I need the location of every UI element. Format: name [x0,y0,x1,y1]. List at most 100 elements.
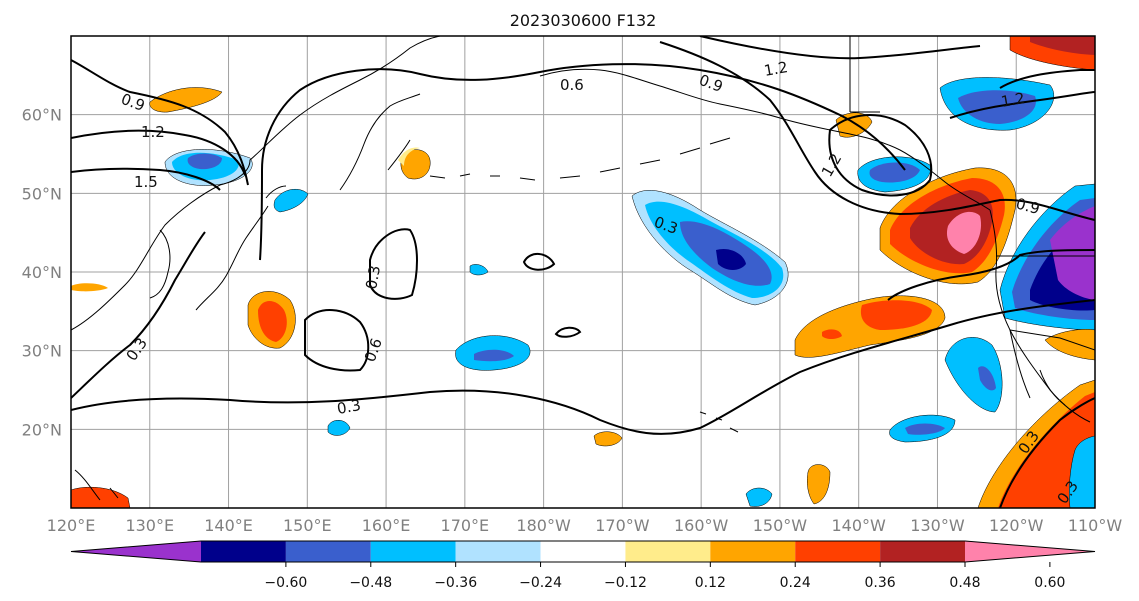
colorbar-tick-label: −0.12 [604,575,647,591]
contour-0.9-alaska [659,41,1095,221]
map-title: 2023030600 F132 [510,11,657,30]
colorbar-bin [880,541,965,562]
contour-label: 1.2 [141,123,165,141]
longitude-label: 140°E [204,516,253,535]
latitude-labels: 60°N 50°N 40°N 30°N 20°N [22,106,62,440]
contour-label: 1.2 [763,58,790,80]
shade-positive-okhotsk-edge [398,147,420,166]
colorbar-tick-label: 0.12 [695,575,726,591]
colorbar-bin [795,541,881,562]
colorbar-tick-label: 0.36 [865,575,896,591]
shade-positive-okhotsk [400,149,431,180]
longitude-label: 170°W [595,516,650,535]
colorbar-bin [285,541,371,562]
shade-positive-southwest [71,486,131,508]
coast-baja [1009,329,1066,406]
longitude-label: 130°E [125,516,174,535]
contour-0.3-small-2 [554,326,582,338]
colorbar-tick-label: 0.48 [949,575,980,591]
contour-1.2-northwest [71,129,246,176]
shade-positive-kuril [149,87,223,113]
contour-0.3-closed [369,228,418,300]
longitude-label: 180°W [516,516,571,535]
shade-positive-south-small [807,464,831,505]
contour-lines [71,36,1095,508]
colorbar-tick-label: −0.36 [434,575,477,591]
contour-0.6-closed [304,309,370,372]
shade-positive-southwest-edge [71,283,108,292]
longitude-label: 110°W [1068,516,1123,535]
longitude-labels: 120°E 130°E 140°E 150°E 160°E 170°E 180°W 170°W… [47,516,1123,535]
colorbar-bin [540,541,626,562]
shade-positive-japan-south-core [258,301,287,342]
contour-1.5 [71,167,221,191]
longitude-label: 150°E [283,516,332,535]
contour-0.9-northeast [949,91,1095,119]
colorbar-ticks: −0.60 −0.48 −0.36 −0.24 −0.12 0.12 0.24 0.36 0.4… [264,562,1065,591]
shade-negative-central-peak [716,248,746,270]
contour-0.9-north [71,59,249,186]
map-frame [70,35,1096,509]
contour-label: 1.5 [134,173,158,191]
colorbar-tick-label: −0.48 [349,575,392,591]
contour-label: 0.6 [560,76,584,94]
coast-kamchatka [339,93,421,191]
latitude-label: 50°N [22,184,62,203]
colorbar-bin [710,541,796,562]
shade-negative-gulf-core [869,162,920,183]
coast-aleutians [429,137,731,181]
shade-negative-hokkaido [273,188,309,213]
longitude-label: 160°E [362,516,411,535]
colorbar [70,540,1096,563]
colorbar-tick-label: 0.60 [1034,575,1065,591]
coast-japan [195,185,287,311]
contour-0.3-small [522,253,556,271]
contour-label: 0.3 [336,396,363,418]
colorbar-tick-label: −0.24 [519,575,562,591]
shade-positive-subtropical-core [860,300,932,330]
longitude-label: 140°W [832,516,887,535]
latitude-label: 40°N [22,263,62,282]
shade-positive-westcoast-peak [946,211,982,254]
shade-negative-subtropic-east-core [905,423,945,435]
shade-positive-small-1 [593,431,623,447]
contour-label: 1.2 [1000,89,1027,111]
longitude-label: 120°W [989,516,1044,535]
contour-0.9-west-coast [887,249,1095,301]
shade-positive-subtropical-small [822,329,842,339]
shade-negative-baja-core [978,366,996,391]
latitude-label: 30°N [22,342,62,361]
colorbar-bin [455,541,541,562]
colorbar-bin [625,541,711,562]
shade-negative-southeast-corner [1068,435,1095,508]
colorbar-bin [71,541,201,562]
latitude-label: 60°N [22,106,62,125]
longitude-label: 160°W [674,516,729,535]
coast-korea [149,229,171,299]
contour-1.2-gulf [828,114,933,197]
contour-1.2-alaska [699,36,981,60]
shade-negative-south-small [745,487,773,507]
shade-negative-central-south-core [474,349,514,362]
longitude-label: 150°W [753,516,808,535]
contour-label: 0.3 [362,264,384,291]
colorbar-bin [965,541,1095,562]
colorbar-tick-label: −0.60 [264,575,307,591]
shade-positive-gulf [835,112,873,138]
border-us-mexico [1009,329,1095,351]
longitude-label: 170°E [441,516,490,535]
contour-0.3-southeast [999,397,1095,508]
colorbar-outline [70,540,1096,563]
contour-label: 0.9 [1014,194,1042,218]
latitude-label: 20°N [22,420,62,439]
contour-0.3-pacific [71,299,1095,435]
shade-negative-small-1 [469,264,489,276]
colorbar-bin [201,541,286,562]
contour-0.6-north [259,63,906,261]
shade-positive-northeast-corner-core [1030,36,1095,55]
colorbar-tick-label: 0.24 [780,575,811,591]
shade-negative-us-peak [1050,206,1095,300]
shade-negative-small-2 [327,420,351,436]
shade-negative-japan-north-core [187,153,222,170]
